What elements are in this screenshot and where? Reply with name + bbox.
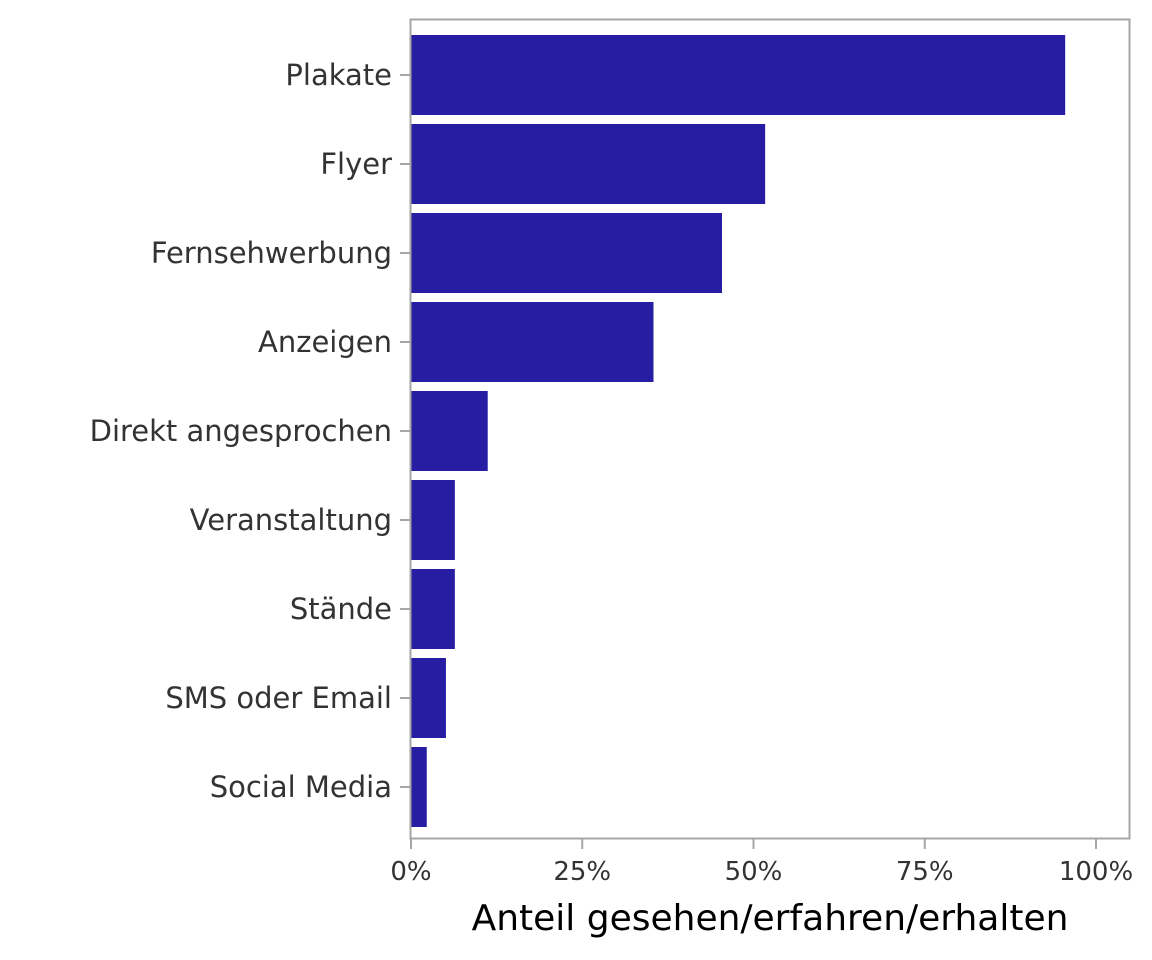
bar — [411, 124, 766, 204]
x-tick-label: 0% — [390, 857, 431, 887]
plot-panel-border — [409, 18, 1131, 840]
y-tick-label: Veranstaltung — [190, 503, 392, 537]
x-tick-label: 50% — [725, 857, 783, 887]
y-tick-label: Stände — [290, 592, 392, 626]
bar — [411, 747, 427, 827]
bar — [411, 658, 446, 738]
bar — [411, 35, 1066, 115]
y-tick-label: Plakate — [285, 58, 392, 92]
x-axis: 0% 25% 50% 75% 100% — [390, 839, 1133, 887]
x-axis-title: Anteil gesehen/erfahren/erhalten — [472, 898, 1069, 939]
bar — [411, 213, 722, 293]
y-tick-label: Flyer — [320, 147, 392, 181]
y-tick-label: Anzeigen — [258, 325, 392, 359]
x-tick-label: 100% — [1059, 857, 1133, 887]
bar — [411, 480, 455, 560]
bars-group — [411, 35, 1066, 827]
x-tick-label: 25% — [553, 857, 611, 887]
y-tick-label: SMS oder Email — [165, 681, 392, 715]
y-tick-label: Direkt angesprochen — [90, 414, 392, 448]
bar — [411, 569, 455, 649]
bar — [411, 391, 488, 471]
y-tick-label: Social Media — [210, 770, 392, 804]
bar — [411, 302, 654, 382]
y-tick-label: Fernsehwerbung — [151, 236, 392, 270]
y-axis: Plakate Flyer Fernsehwerbung Anzeigen Direkt… — [90, 58, 410, 804]
x-tick-label: 75% — [896, 857, 954, 887]
